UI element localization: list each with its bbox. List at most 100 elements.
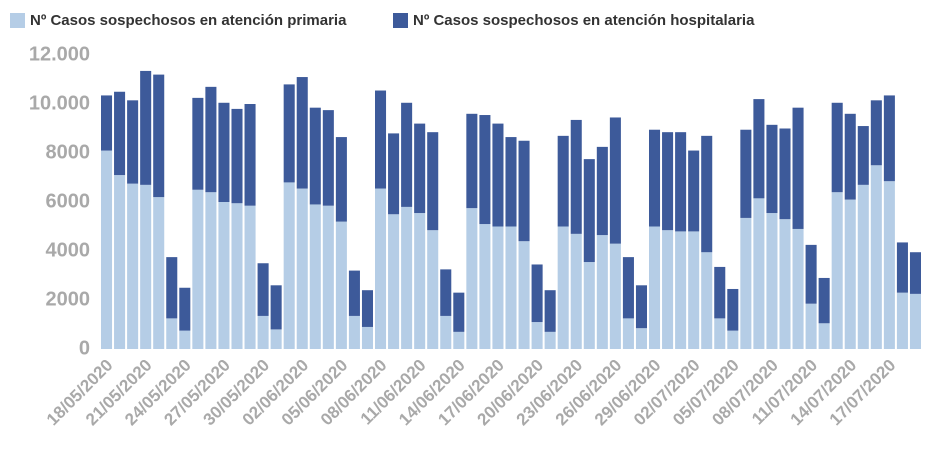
- bar-segment: [218, 202, 230, 349]
- bar-segment: [714, 266, 726, 319]
- bar-segment: [818, 323, 830, 349]
- bar-segment: [505, 137, 517, 227]
- bar-segment: [805, 244, 817, 304]
- bar-segment: [348, 315, 360, 349]
- bar-segment: [427, 230, 439, 349]
- bar-segment: [688, 231, 700, 349]
- bar-segment: [375, 90, 387, 189]
- legend-swatch: [10, 13, 25, 28]
- bar-segment: [179, 330, 191, 349]
- bar-segment: [609, 243, 621, 349]
- bar-segment: [283, 84, 295, 183]
- bar-segment: [609, 117, 621, 244]
- bar-segment: [296, 77, 308, 189]
- bar-segment: [375, 188, 387, 349]
- bar-segment: [492, 123, 504, 227]
- bar-segment: [570, 119, 582, 234]
- bar-segment: [675, 132, 687, 232]
- bar-segment: [688, 150, 700, 232]
- bar-segment: [857, 126, 869, 185]
- y-tick-label: 4000: [46, 239, 91, 261]
- bar-segment: [883, 95, 895, 182]
- bar-segment: [753, 99, 765, 199]
- bar-segment: [270, 329, 282, 349]
- bar-segment: [870, 165, 882, 349]
- bar-segment: [531, 322, 543, 349]
- bar-segment: [440, 315, 452, 349]
- bar-segment: [649, 129, 661, 227]
- bar-segment: [779, 219, 791, 349]
- bar-segment: [857, 184, 869, 349]
- bar-segment: [466, 113, 478, 209]
- bar-segment: [361, 290, 373, 327]
- bar-segment: [166, 257, 178, 319]
- bar-segment: [570, 233, 582, 349]
- y-tick-label: 8000: [46, 141, 91, 163]
- bar-segment: [596, 235, 608, 349]
- bar-segment: [270, 285, 282, 330]
- bar-segment: [544, 331, 556, 349]
- bar-segment: [805, 303, 817, 349]
- bar-segment: [753, 198, 765, 349]
- bar-segment: [257, 263, 269, 316]
- bar-segment: [531, 264, 543, 323]
- bar-segment: [792, 228, 804, 349]
- bar-segment: [466, 208, 478, 349]
- bar-segment: [388, 133, 400, 215]
- bar-segment: [296, 188, 308, 349]
- bar-segment: [127, 183, 139, 349]
- y-tick-label: 0: [79, 337, 90, 359]
- bar-segment: [335, 221, 347, 349]
- bar-segment: [662, 132, 674, 231]
- bar-segment: [518, 241, 530, 349]
- bar-segment: [701, 135, 713, 253]
- bar-segment: [844, 199, 856, 349]
- bar-segment: [844, 113, 856, 200]
- bar-segment: [205, 86, 217, 193]
- bar-segment: [127, 100, 139, 184]
- bar-segment: [440, 269, 452, 316]
- bar-segment: [583, 159, 595, 263]
- bar-segment: [662, 230, 674, 349]
- y-tick-label: 2000: [46, 288, 91, 310]
- bar-segment: [909, 293, 921, 349]
- bar-segment: [596, 146, 608, 236]
- bar-segment: [622, 257, 634, 319]
- bar-segment: [388, 214, 400, 349]
- bar-segment: [883, 181, 895, 349]
- bar-segment: [414, 123, 426, 214]
- bar-segment: [179, 287, 191, 331]
- bar-segment: [518, 140, 530, 242]
- bar-segment: [622, 318, 634, 349]
- y-tick-label: 6000: [46, 190, 91, 212]
- y-tick-label: 12.000: [29, 43, 90, 65]
- bar-segment: [740, 129, 752, 218]
- bar-segment: [414, 213, 426, 349]
- bar-segment: [192, 97, 204, 190]
- bar-segment: [583, 262, 595, 349]
- bar-segment: [361, 326, 373, 349]
- bar-segment: [114, 91, 126, 176]
- bar-segment: [831, 102, 843, 193]
- bar-segment: [114, 175, 126, 349]
- bar-segment: [818, 277, 830, 324]
- bar-segment: [505, 226, 517, 349]
- bar-segment: [322, 205, 334, 349]
- bar-segment: [309, 107, 321, 205]
- bar-segment: [192, 189, 204, 349]
- bar-segment: [740, 217, 752, 349]
- bar-segment: [218, 102, 230, 202]
- bar-segment: [101, 95, 113, 151]
- bar-segment: [348, 270, 360, 316]
- bar-segment: [909, 252, 921, 294]
- legend-label: Nº Casos sospechosos en atención hospita…: [413, 12, 755, 29]
- bar-segment: [140, 70, 152, 185]
- bar-segment: [649, 226, 661, 349]
- bar-segment: [140, 184, 152, 349]
- bar-segment: [779, 128, 791, 220]
- bar-segment: [896, 242, 908, 293]
- bar-segment: [453, 292, 465, 332]
- bar-segment: [244, 104, 256, 206]
- bar-segment: [896, 292, 908, 349]
- bar-segment: [427, 132, 439, 231]
